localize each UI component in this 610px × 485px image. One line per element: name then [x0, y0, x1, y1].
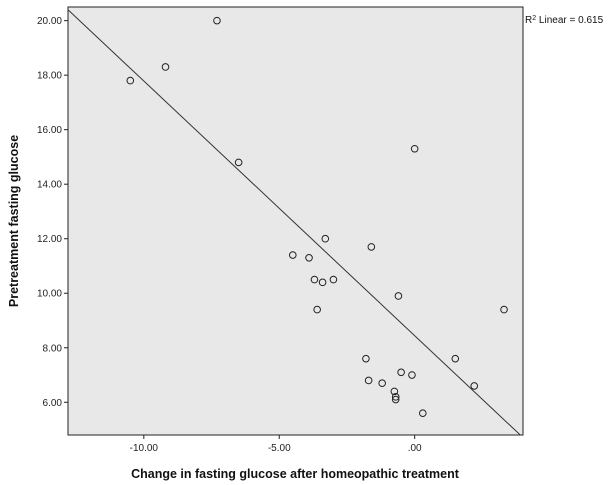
data-point: [305, 254, 313, 262]
regression-line: [67, 9, 521, 436]
y-tick-label: 10.00: [37, 289, 62, 300]
data-point: [321, 234, 330, 243]
x-tick-label: .00: [408, 443, 422, 454]
y-tick-label: 14.00: [37, 180, 62, 191]
data-point: [329, 275, 338, 284]
y-tick-label: 18.00: [37, 71, 62, 82]
data-point: [234, 158, 243, 167]
data-point: [470, 382, 479, 390]
plot-area: [67, 6, 524, 436]
y-tick-label: 12.00: [37, 234, 62, 245]
r-squared-label: R2 Linear = 0.615: [525, 15, 604, 27]
data-points: [126, 16, 508, 417]
data-point: [364, 376, 373, 385]
x-axis-ticks: -10.00 -5.00 .00: [130, 435, 422, 454]
data-point: [367, 243, 376, 251]
data-point: [391, 395, 400, 404]
x-tick-label: -10.00: [130, 443, 159, 454]
data-point: [288, 251, 297, 259]
data-point: [397, 368, 405, 377]
data-point: [390, 387, 399, 396]
data-point: [126, 76, 135, 85]
data-point: [213, 16, 221, 25]
data-point: [310, 275, 319, 284]
data-point: [313, 305, 321, 314]
x-tick-label: -5.00: [268, 443, 291, 454]
y-tick-label: 6.00: [43, 398, 63, 409]
data-point: [378, 379, 386, 388]
data-point: [418, 409, 427, 417]
y-tick-label: 16.00: [37, 125, 62, 136]
data-point: [391, 393, 400, 401]
data-point: [161, 63, 170, 71]
data-point: [362, 354, 370, 363]
y-tick-label: 8.00: [43, 343, 63, 354]
data-point: [318, 278, 327, 287]
data-point: [408, 371, 416, 379]
x-axis-title: Change in fasting glucose after homeopat…: [131, 467, 460, 481]
data-point: [394, 292, 403, 300]
data-point: [410, 144, 419, 153]
data-point: [451, 354, 460, 363]
data-point: [500, 305, 508, 314]
y-axis-ticks: 6.00 8.00 10.00 12.00 14.00 16.00 18.00 20.00: [37, 16, 68, 409]
y-axis-title: Pretreatment fasting glucose: [7, 135, 21, 307]
y-tick-label: 20.00: [37, 16, 62, 27]
